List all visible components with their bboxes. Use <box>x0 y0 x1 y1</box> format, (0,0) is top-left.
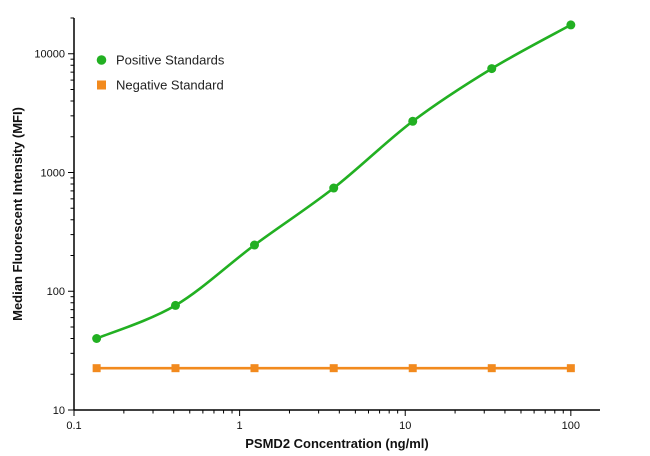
x-axis-title: PSMD2 Concentration (ng/ml) <box>245 436 428 451</box>
y-tick-label: 100 <box>47 286 65 298</box>
data-point <box>566 20 576 30</box>
data-point <box>408 364 417 373</box>
x-tick-label: 1 <box>237 420 243 432</box>
legend-label: Negative Standard <box>116 78 224 93</box>
series-2 <box>92 364 575 373</box>
y-axis-ticks: 10 100 1000 10000 <box>34 17 74 417</box>
legend: Positive Standards Negative Standard <box>96 53 225 93</box>
data-point <box>250 364 259 373</box>
y-tick-label: 1000 <box>41 167 65 179</box>
x-tick-label: 100 <box>562 420 580 432</box>
legend-item: Negative Standard <box>97 78 224 93</box>
axes <box>73 18 600 411</box>
data-point <box>171 364 180 373</box>
y-tick-label: 10000 <box>34 49 65 61</box>
legend-label: Positive Standards <box>116 53 225 68</box>
x-axis-ticks: 0.1 1 10 100 <box>66 410 580 432</box>
data-point <box>329 183 339 193</box>
series-line <box>96 23 572 340</box>
data-point <box>92 334 102 344</box>
series-layer <box>92 20 576 373</box>
data-point <box>92 364 101 373</box>
x-tick-label: 0.1 <box>66 420 81 432</box>
data-point <box>487 364 496 373</box>
y-tick-label: 10 <box>53 405 65 417</box>
data-point <box>329 364 338 373</box>
y-axis-title: Median Fluorescent Intensity (MFI) <box>10 107 25 321</box>
series-1 <box>92 20 576 344</box>
data-point <box>487 64 497 74</box>
data-point <box>408 116 418 126</box>
x-tick-label: 10 <box>399 420 411 432</box>
legend-square-marker <box>97 80 106 90</box>
legend-circle-marker <box>96 55 107 65</box>
data-point <box>170 300 180 310</box>
data-point <box>566 364 575 373</box>
legend-item: Positive Standards <box>96 53 225 68</box>
data-point <box>250 240 260 250</box>
